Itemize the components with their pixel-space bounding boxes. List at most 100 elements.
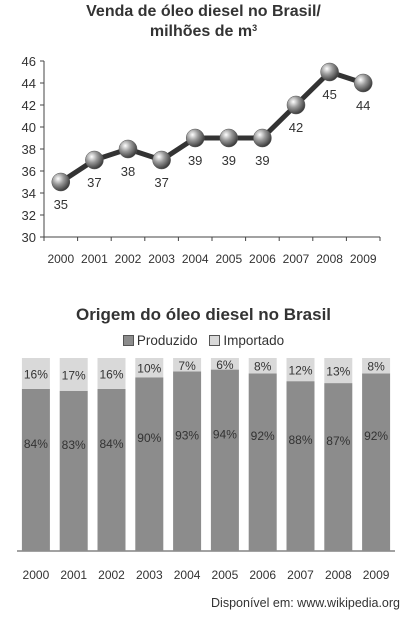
bar-importado <box>248 358 277 374</box>
x-tick-label: 2005 <box>212 568 239 582</box>
x-tick-label: 2002 <box>98 568 125 582</box>
legend-label-produzido: Produzido <box>136 333 198 348</box>
data-label: 39 <box>188 153 202 168</box>
bar-label-produzido: 93% <box>175 428 199 442</box>
source-credit: Disponível em: www.wikipedia.org <box>211 596 400 610</box>
bar-produzido <box>135 377 164 551</box>
legend-item-produzido: Produzido <box>122 333 198 348</box>
data-point <box>85 150 104 170</box>
data-label: 39 <box>222 153 236 168</box>
x-tick-label: 2004 <box>174 568 201 582</box>
bar-importado <box>286 358 315 382</box>
y-tick-label: 34 <box>22 186 36 201</box>
bar-importado <box>362 358 391 374</box>
series-line <box>59 69 364 185</box>
data-point <box>219 128 239 148</box>
data-point <box>320 62 339 82</box>
data-label: 37 <box>154 175 168 190</box>
line-chart: 30 32 34 36 38 40 42 44 46 2000 2001 2002 2003 2004 20… <box>22 54 381 266</box>
data-point <box>286 95 306 115</box>
bar-produzido <box>173 371 202 551</box>
y-tick-label: 36 <box>22 164 36 179</box>
data-label: 44 <box>356 98 370 113</box>
x-tick-label: 2007 <box>283 252 310 266</box>
bar-produzido <box>286 381 315 551</box>
bar-importado <box>59 358 88 391</box>
bar-label-importado: 16% <box>24 367 48 381</box>
bar-label-importado: 17% <box>62 368 86 382</box>
bar-label-importado: 16% <box>99 367 123 381</box>
data-label: 42 <box>289 120 303 135</box>
bar-label-importado: 13% <box>326 365 350 379</box>
data-point <box>253 128 272 148</box>
x-tick-label: 2003 <box>136 568 163 582</box>
line-chart-title-line2: milhões de m3 <box>0 22 407 41</box>
data-point <box>51 172 71 192</box>
bar-label-produzido: 84% <box>24 437 48 451</box>
bar-produzido <box>248 373 277 551</box>
bar-label-importado: 12% <box>288 364 312 378</box>
line-chart-title-unit: milhões de m <box>149 23 253 40</box>
bar-chart-legend: Produzido Importado <box>0 333 407 348</box>
legend-swatch-importado <box>209 334 221 346</box>
x-tick-label: 2006 <box>249 252 276 266</box>
bar-produzido <box>210 369 239 551</box>
y-tick-label: 46 <box>22 54 36 69</box>
bar-produzido <box>97 388 126 551</box>
bar-label-importado: 8% <box>254 360 272 374</box>
line-chart-title-superscript: 3 <box>252 23 258 33</box>
y-tick-label: 42 <box>22 98 36 113</box>
data-label: 45 <box>322 87 336 102</box>
x-tick-label: 2004 <box>182 252 209 266</box>
bar-importado <box>97 358 126 389</box>
bar-importado <box>173 358 202 372</box>
bar-label-importado: 7% <box>178 359 196 373</box>
bar-label-produzido: 90% <box>137 431 161 445</box>
x-tick-label: 2008 <box>325 568 352 582</box>
bar-label-produzido: 84% <box>99 437 123 451</box>
legend-label-importado: Importado <box>223 333 285 348</box>
data-point <box>185 128 205 148</box>
data-point <box>152 150 171 170</box>
x-tick-label: 2006 <box>249 568 276 582</box>
x-tick-label: 2003 <box>148 252 175 266</box>
bar-label-produzido: 94% <box>213 427 237 441</box>
data-point <box>353 73 373 93</box>
bar-produzido <box>324 383 353 551</box>
bar-label-produzido: 92% <box>364 429 388 443</box>
x-tick-label: 2001 <box>81 252 108 266</box>
x-tick-label: 2008 <box>316 252 343 266</box>
data-label: 35 <box>54 197 68 212</box>
y-tick-label: 40 <box>22 120 36 135</box>
bar-label-produzido: 92% <box>251 429 275 443</box>
data-label: 37 <box>87 175 101 190</box>
x-tick-label: 2000 <box>47 252 74 266</box>
legend-swatch-produzido <box>122 334 134 346</box>
x-tick-label: 2000 <box>23 568 50 582</box>
x-tick-label: 2002 <box>115 252 142 266</box>
bar-produzido <box>59 390 88 551</box>
bar-label-produzido: 83% <box>62 438 86 452</box>
x-tick-label: 2009 <box>350 252 377 266</box>
bar-produzido <box>362 373 391 551</box>
bar-importado <box>135 358 164 378</box>
bar-importado <box>210 358 239 370</box>
y-tick-label: 30 <box>22 230 36 245</box>
data-label: 39 <box>255 153 269 168</box>
x-tick-label: 2001 <box>60 568 87 582</box>
bar-importado <box>21 358 50 389</box>
bar-chart-title: Origem do óleo diesel no Brasil <box>75 305 332 324</box>
legend-item-importado: Importado <box>209 333 284 348</box>
bar-label-importado: 6% <box>216 358 234 372</box>
bar-produzido <box>21 388 50 551</box>
bar-label-produzido: 88% <box>288 433 312 447</box>
x-tick-label: 2005 <box>215 252 242 266</box>
x-tick-label: 2009 <box>363 568 390 582</box>
data-point <box>118 139 138 159</box>
bar-label-importado: 10% <box>137 362 161 376</box>
y-tick-label: 32 <box>22 208 36 223</box>
y-tick-label: 38 <box>22 142 36 157</box>
bar-label-produzido: 87% <box>326 434 350 448</box>
bar-label-importado: 8% <box>367 360 385 374</box>
